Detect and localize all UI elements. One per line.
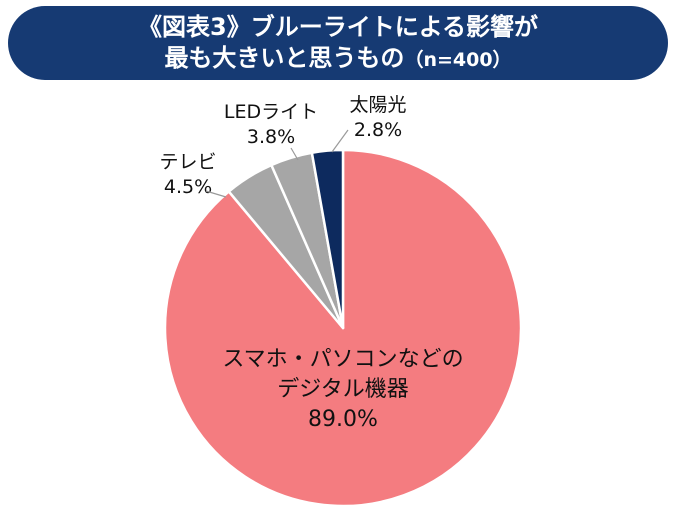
slice-value-label: 3.8% [247,126,295,148]
slice-category-label: テレビ [159,151,216,173]
slice-label-4: 太陽光 2.8% [331,94,407,153]
chart-title-line-1: 《図表3》ブルーライトによる影響が [138,13,538,41]
slice-category-label: スマホ・パソコンなどの [222,347,463,372]
sample-size-note: （n=400） [404,49,512,71]
chart-title-main: 最も大きいと思うもの [164,44,405,72]
slice-category-label: LEDライト [224,101,318,123]
slice-value-label: 4.5% [164,176,212,198]
leader-line [205,190,227,198]
slice-value-label: 2.8% [354,119,402,141]
slice-category-label: 太陽光 [349,94,406,116]
slice-value-label: 89.0% [308,407,378,432]
chart-title-line-2: 最も大きいと思うもの（n=400） [8,43,668,76]
slice-label-3: LEDライト 3.8% [224,101,318,161]
slice-category-label: デジタル機器 [277,377,409,402]
pie-slice-4 [310,148,345,330]
pie-slice-1 [163,148,523,508]
leader-line [331,129,349,153]
leader-line [290,147,299,161]
slice-label-2: テレビ 4.5% [159,151,227,198]
chart-title-banner: 《図表3》ブルーライトによる影響が 最も大きいと思うもの（n=400） [8,6,668,80]
